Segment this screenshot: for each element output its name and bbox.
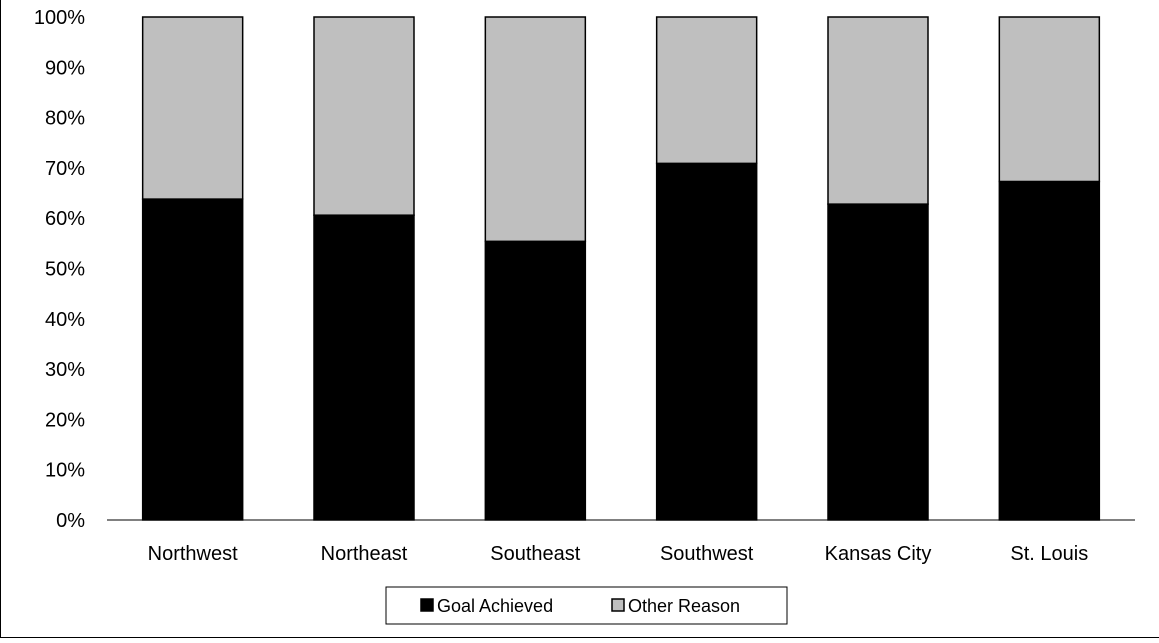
x-tick-label: Northeast xyxy=(321,543,408,565)
y-tick-label: 20% xyxy=(45,409,85,431)
y-tick-label: 100% xyxy=(34,7,85,29)
legend-swatch-other-reason xyxy=(612,599,624,611)
bar-goal-achieved-4 xyxy=(828,204,928,520)
y-tick-label: 0% xyxy=(56,510,85,532)
bars-layer xyxy=(143,17,1100,520)
x-tick-label: Southeast xyxy=(490,543,581,565)
bar-goal-achieved-5 xyxy=(999,181,1099,520)
y-tick-label: 50% xyxy=(45,259,85,281)
bar-goal-achieved-0 xyxy=(143,199,243,520)
legend-label-goal-achieved: Goal Achieved xyxy=(437,596,553,616)
y-tick-label: 90% xyxy=(45,57,85,79)
bar-goal-achieved-2 xyxy=(485,241,585,520)
y-tick-label: 30% xyxy=(45,359,85,381)
bar-other-reason-0 xyxy=(143,17,243,199)
bar-other-reason-1 xyxy=(314,17,414,215)
y-tick-label: 60% xyxy=(45,208,85,230)
x-tick-label: Northwest xyxy=(148,543,238,565)
bar-goal-achieved-1 xyxy=(314,215,414,520)
y-tick-label: 10% xyxy=(45,460,85,482)
legend: Goal Achieved Other Reason xyxy=(386,587,787,624)
bar-other-reason-2 xyxy=(485,17,585,241)
x-tick-label: Southwest xyxy=(660,543,754,565)
legend-swatch-goal-achieved xyxy=(421,599,433,611)
bar-other-reason-3 xyxy=(657,17,757,163)
y-tick-label: 70% xyxy=(45,158,85,180)
x-tick-label: Kansas City xyxy=(825,543,932,565)
x-tick-label: St. Louis xyxy=(1010,543,1088,565)
bar-other-reason-5 xyxy=(999,17,1099,181)
bar-goal-achieved-3 xyxy=(657,163,757,520)
y-tick-label: 40% xyxy=(45,309,85,331)
legend-label-other-reason: Other Reason xyxy=(628,596,740,616)
y-tick-label: 80% xyxy=(45,108,85,130)
bar-other-reason-4 xyxy=(828,17,928,204)
